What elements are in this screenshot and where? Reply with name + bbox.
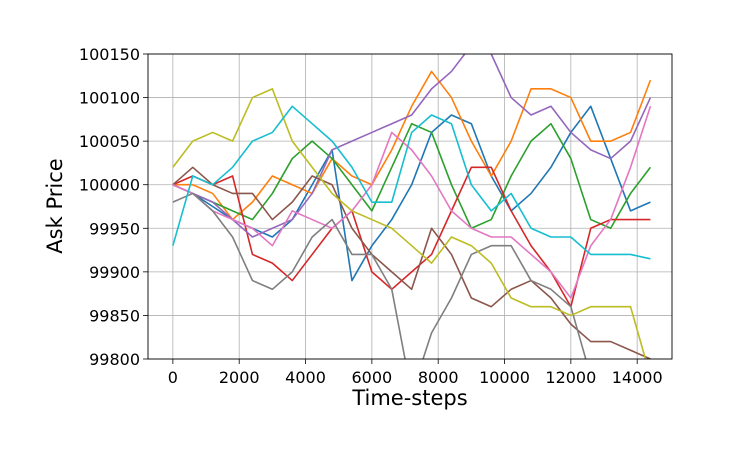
series-line [172,88,647,359]
y-tick-label: 99950 [89,219,140,238]
x-tick-label: 10000 [479,368,530,387]
x-tick-label: 12000 [545,368,596,387]
x-tick-label: 4000 [285,368,326,387]
x-tick-label: 8000 [418,368,459,387]
plot-frame [147,53,673,360]
plot-area [172,54,652,359]
x-tick-label: 2000 [219,368,260,387]
series-line [172,166,651,359]
series-line [172,106,652,299]
y-tick-label: 100150 [79,45,140,64]
series-line [172,166,651,308]
series-line [172,54,652,238]
y-tick-label: 100100 [79,89,140,108]
series-line [172,192,587,359]
x-axis-label: Time-steps [351,386,467,410]
y-tick-label: 100050 [79,132,140,151]
y-tick-label: 99800 [89,350,140,369]
y-axis-label: Ask Price [43,158,67,253]
x-tick-label: 0 [168,368,178,387]
y-tick-label: 100000 [79,176,140,195]
x-tick-label: 6000 [352,368,393,387]
x-tick-label: 14000 [612,368,663,387]
series-line [172,105,651,260]
y-tick-label: 99850 [89,306,140,325]
series-line [172,70,652,221]
series-line [172,122,652,230]
y-tick-label: 99900 [89,263,140,282]
